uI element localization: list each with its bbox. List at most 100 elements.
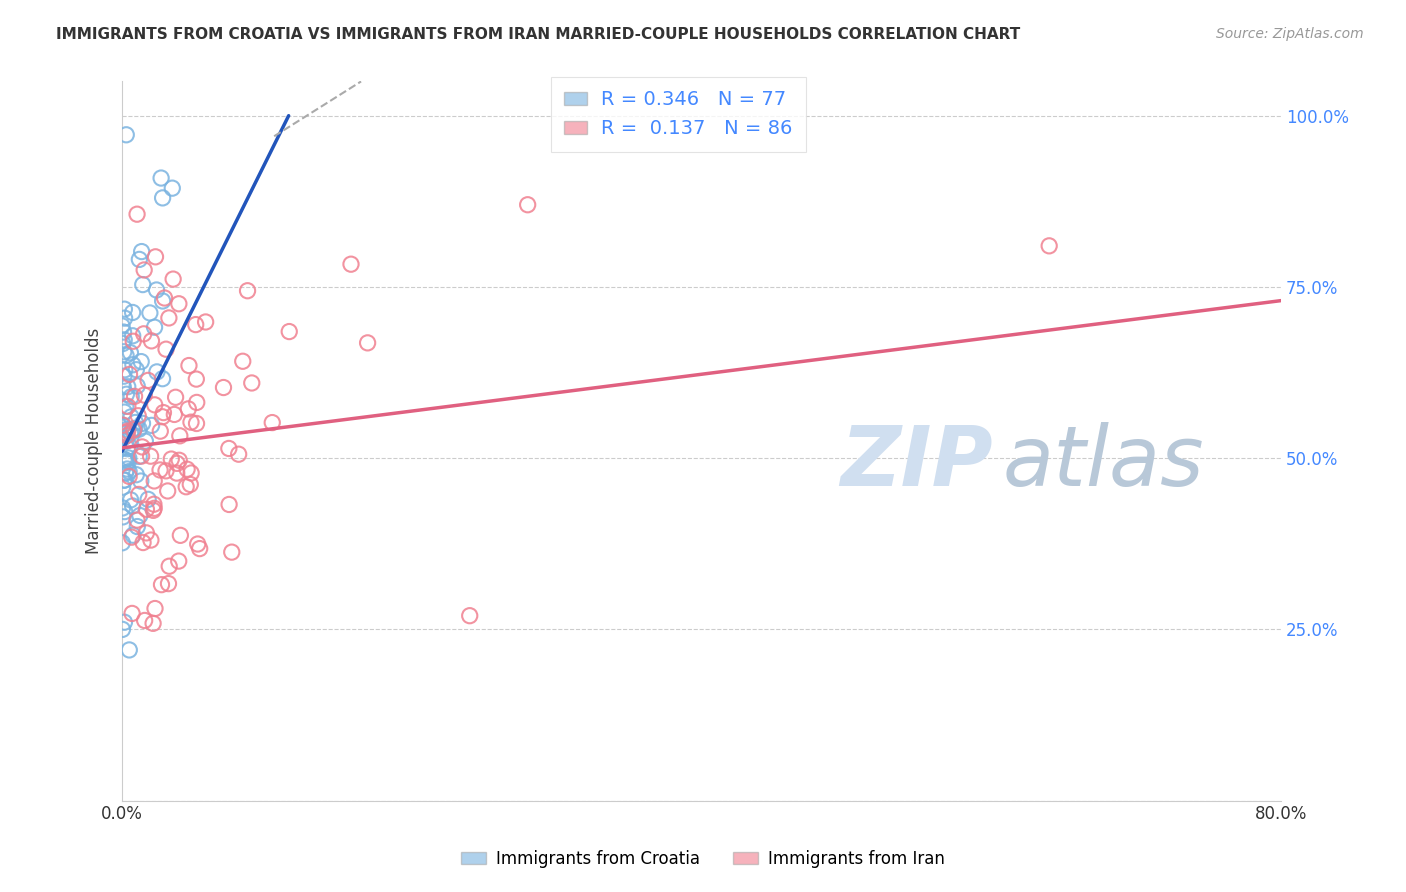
Point bbox=[118, 643, 141, 657]
Point bbox=[143, 501, 166, 516]
Point bbox=[135, 525, 157, 540]
Point bbox=[118, 440, 141, 454]
Y-axis label: Married-couple Households: Married-couple Households bbox=[86, 328, 103, 554]
Point bbox=[131, 440, 153, 454]
Point bbox=[134, 388, 156, 402]
Point bbox=[117, 442, 139, 456]
Point bbox=[180, 415, 202, 429]
Point bbox=[143, 601, 166, 615]
Point bbox=[186, 417, 208, 431]
Point bbox=[124, 389, 146, 403]
Point bbox=[149, 463, 172, 477]
Point bbox=[121, 607, 143, 621]
Point bbox=[174, 480, 197, 494]
Point bbox=[166, 466, 188, 480]
Point bbox=[194, 315, 217, 329]
Point bbox=[121, 423, 143, 437]
Point bbox=[155, 342, 177, 356]
Point bbox=[117, 400, 139, 414]
Point bbox=[111, 318, 134, 333]
Point bbox=[157, 310, 180, 325]
Point bbox=[120, 345, 142, 359]
Point bbox=[177, 401, 200, 416]
Point bbox=[167, 297, 190, 311]
Point bbox=[262, 416, 284, 430]
Point bbox=[122, 334, 145, 349]
Point bbox=[121, 530, 143, 544]
Point bbox=[165, 390, 187, 404]
Point bbox=[112, 615, 135, 630]
Point bbox=[117, 454, 139, 468]
Point bbox=[120, 409, 142, 424]
Point bbox=[122, 423, 145, 437]
Point bbox=[143, 320, 166, 334]
Point bbox=[118, 469, 141, 483]
Point bbox=[118, 451, 141, 466]
Point bbox=[111, 418, 134, 433]
Point bbox=[127, 409, 149, 423]
Point bbox=[340, 257, 363, 271]
Point bbox=[112, 380, 135, 394]
Point bbox=[122, 528, 145, 542]
Point bbox=[120, 426, 142, 441]
Text: ZIP: ZIP bbox=[841, 422, 993, 503]
Point bbox=[236, 284, 259, 298]
Point bbox=[132, 326, 155, 341]
Point bbox=[131, 244, 153, 259]
Point bbox=[131, 417, 153, 431]
Point bbox=[115, 428, 138, 442]
Point bbox=[136, 492, 159, 507]
Point bbox=[124, 416, 146, 430]
Point bbox=[112, 452, 135, 467]
Point bbox=[111, 500, 134, 515]
Point bbox=[112, 302, 135, 317]
Point bbox=[128, 252, 150, 267]
Point bbox=[184, 318, 207, 332]
Point bbox=[132, 277, 155, 292]
Point bbox=[125, 207, 148, 221]
Point bbox=[125, 362, 148, 376]
Point bbox=[141, 334, 163, 348]
Point bbox=[122, 358, 145, 372]
Point bbox=[516, 198, 538, 212]
Point bbox=[114, 453, 136, 467]
Point bbox=[115, 387, 138, 401]
Point bbox=[177, 359, 200, 373]
Point bbox=[114, 466, 136, 480]
Point bbox=[112, 369, 135, 384]
Point bbox=[228, 447, 250, 461]
Point bbox=[115, 128, 138, 142]
Point bbox=[128, 422, 150, 436]
Point bbox=[150, 171, 173, 186]
Text: atlas: atlas bbox=[1002, 422, 1205, 503]
Point bbox=[127, 379, 149, 393]
Point bbox=[111, 336, 134, 351]
Point bbox=[143, 398, 166, 412]
Text: IMMIGRANTS FROM CROATIA VS IMMIGRANTS FROM IRAN MARRIED-COUPLE HOUSEHOLDS CORREL: IMMIGRANTS FROM CROATIA VS IMMIGRANTS FR… bbox=[56, 27, 1021, 42]
Point bbox=[111, 418, 134, 433]
Point bbox=[143, 474, 166, 488]
Point bbox=[112, 431, 135, 445]
Point bbox=[117, 380, 139, 394]
Point bbox=[114, 505, 136, 519]
Point bbox=[121, 499, 143, 513]
Point bbox=[169, 429, 191, 443]
Point bbox=[115, 348, 138, 362]
Point bbox=[121, 328, 143, 343]
Point bbox=[139, 306, 162, 320]
Point bbox=[458, 608, 481, 623]
Point bbox=[128, 450, 150, 464]
Point bbox=[115, 434, 138, 449]
Point bbox=[157, 576, 180, 591]
Point bbox=[218, 442, 240, 456]
Point bbox=[180, 466, 202, 480]
Point bbox=[187, 537, 209, 551]
Point bbox=[186, 395, 208, 409]
Point bbox=[152, 406, 174, 420]
Point bbox=[179, 477, 201, 491]
Point bbox=[176, 462, 198, 476]
Point bbox=[121, 305, 143, 319]
Point bbox=[117, 422, 139, 436]
Point bbox=[129, 474, 152, 488]
Point bbox=[145, 250, 167, 264]
